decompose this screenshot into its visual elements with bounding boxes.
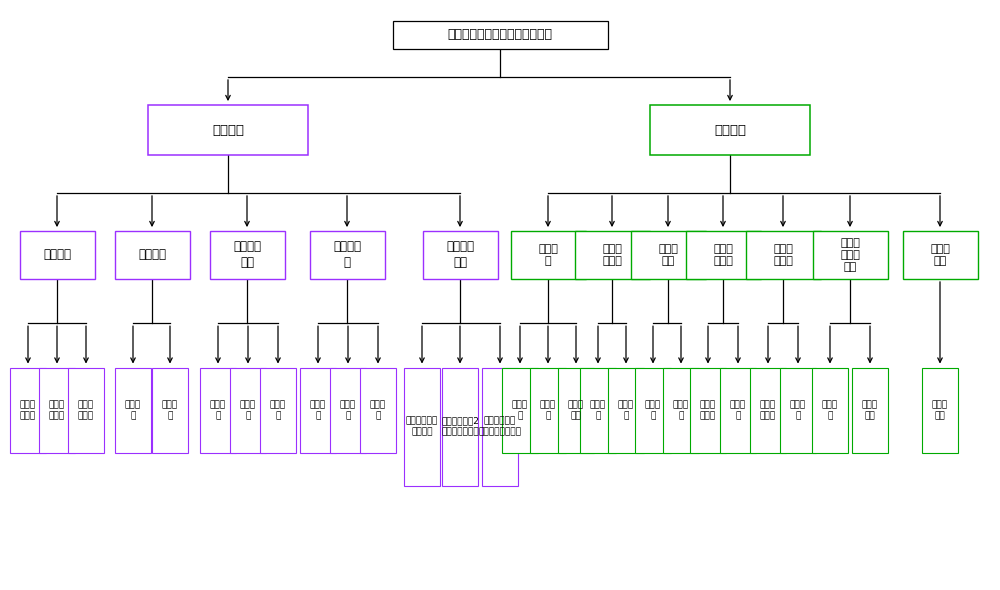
Bar — [152, 368, 188, 453]
Text: 排班处
理: 排班处 理 — [340, 400, 356, 420]
Text: 查看详
细: 查看详 细 — [370, 400, 386, 420]
Text: 教师信
息: 教师信 息 — [618, 400, 634, 420]
Text: 查看详
细: 查看详 细 — [210, 400, 226, 420]
Bar — [482, 368, 518, 486]
Text: 当前末排组合
排名前六: 当前末排组合 排名前六 — [406, 417, 438, 437]
Text: 教师资
源: 教师资 源 — [645, 400, 661, 420]
Bar — [404, 368, 440, 486]
Bar — [210, 231, 285, 279]
Text: 基础排
课单元
模块: 基础排 课单元 模块 — [840, 238, 860, 273]
Bar — [852, 368, 888, 453]
Text: 排课走班: 排课走班 — [714, 123, 746, 136]
Bar — [812, 231, 888, 279]
Text: 科目信
息: 科目信 息 — [590, 400, 606, 420]
Text: 排课走
班处理: 排课走 班处理 — [760, 400, 776, 420]
Text: 班级数
量设定: 班级数 量设定 — [49, 400, 65, 420]
Text: 班级科
目模块: 班级科 目模块 — [773, 244, 793, 266]
Text: 排班分班: 排班分班 — [212, 123, 244, 136]
Bar — [530, 368, 566, 453]
Text: 课程性
质: 课程性 质 — [540, 400, 556, 420]
Text: 查看详
细: 查看详 细 — [310, 400, 326, 420]
Bar — [230, 368, 266, 453]
Bar — [39, 368, 75, 453]
Text: 教室资
源: 教室资 源 — [673, 400, 689, 420]
Bar — [502, 368, 538, 453]
Text: 定义周
课节: 定义周 课节 — [932, 400, 948, 420]
Text: 排班处
理: 排班处 理 — [240, 400, 256, 420]
Text: 当前末排组合2
科相同排名前六: 当前末排组合2 科相同排名前六 — [441, 417, 479, 437]
Text: 基于大数据的优化决策导排系统: 基于大数据的优化决策导排系统 — [448, 28, 552, 41]
Bar — [330, 368, 366, 453]
Bar — [812, 368, 848, 453]
Bar — [115, 368, 151, 453]
Text: 原班级模
块: 原班级模 块 — [333, 241, 361, 270]
Bar — [148, 105, 308, 155]
Bar — [442, 368, 478, 486]
Bar — [68, 368, 104, 453]
Text: 班级组
合设定: 班级组 合设定 — [78, 400, 94, 420]
Bar — [720, 368, 756, 453]
Text: 新建班
级: 新建班 级 — [125, 400, 141, 420]
Text: 组合分类
模块: 组合分类 模块 — [233, 241, 261, 270]
Bar — [360, 368, 396, 453]
Bar — [20, 231, 94, 279]
Text: 定义日
课节: 定义日 课节 — [862, 400, 878, 420]
Text: 条件筛
选: 条件筛 选 — [270, 400, 286, 420]
Bar — [300, 368, 336, 453]
Bar — [635, 368, 671, 453]
Text: 周课表
模块: 周课表 模块 — [930, 244, 950, 266]
Bar — [558, 368, 594, 453]
Bar — [422, 231, 498, 279]
Text: 排课走
班处理: 排课走 班处理 — [700, 400, 716, 420]
Bar — [690, 368, 726, 453]
Text: 约束设置: 约束设置 — [43, 248, 71, 261]
Bar — [310, 231, 384, 279]
Bar — [10, 368, 46, 453]
Bar — [580, 368, 616, 453]
Text: 撤回优
化: 撤回优 化 — [162, 400, 178, 420]
Text: 资源信
息模块: 资源信 息模块 — [602, 244, 622, 266]
Bar — [750, 368, 786, 453]
Text: 当前末排组合
单科相同排名前六: 当前末排组合 单科相同排名前六 — [479, 417, 522, 437]
Bar — [902, 231, 978, 279]
Text: 条件筛
选: 条件筛 选 — [730, 400, 746, 420]
Text: 数据分析
模块: 数据分析 模块 — [446, 241, 474, 270]
Bar — [114, 231, 190, 279]
Bar — [511, 231, 586, 279]
Bar — [200, 368, 236, 453]
Bar — [392, 21, 608, 49]
Text: 班级人
数设定: 班级人 数设定 — [20, 400, 36, 420]
Text: 走班班
级等: 走班班 级等 — [568, 400, 584, 420]
Text: 班级组
合模块: 班级组 合模块 — [713, 244, 733, 266]
Text: 条件筛
选: 条件筛 选 — [790, 400, 806, 420]
Bar — [608, 368, 644, 453]
Bar — [922, 368, 958, 453]
Bar — [780, 368, 816, 453]
Text: 成班管理: 成班管理 — [138, 248, 166, 261]
Bar — [650, 105, 810, 155]
Bar — [746, 231, 820, 279]
Text: 初始设
置: 初始设 置 — [538, 244, 558, 266]
Bar — [631, 231, 706, 279]
Text: 撤回优
化: 撤回优 化 — [822, 400, 838, 420]
Text: 当前年
级: 当前年 级 — [512, 400, 528, 420]
Bar — [686, 231, 761, 279]
Text: 可排资
源区: 可排资 源区 — [658, 244, 678, 266]
Bar — [663, 368, 699, 453]
Bar — [574, 231, 650, 279]
Bar — [260, 368, 296, 453]
